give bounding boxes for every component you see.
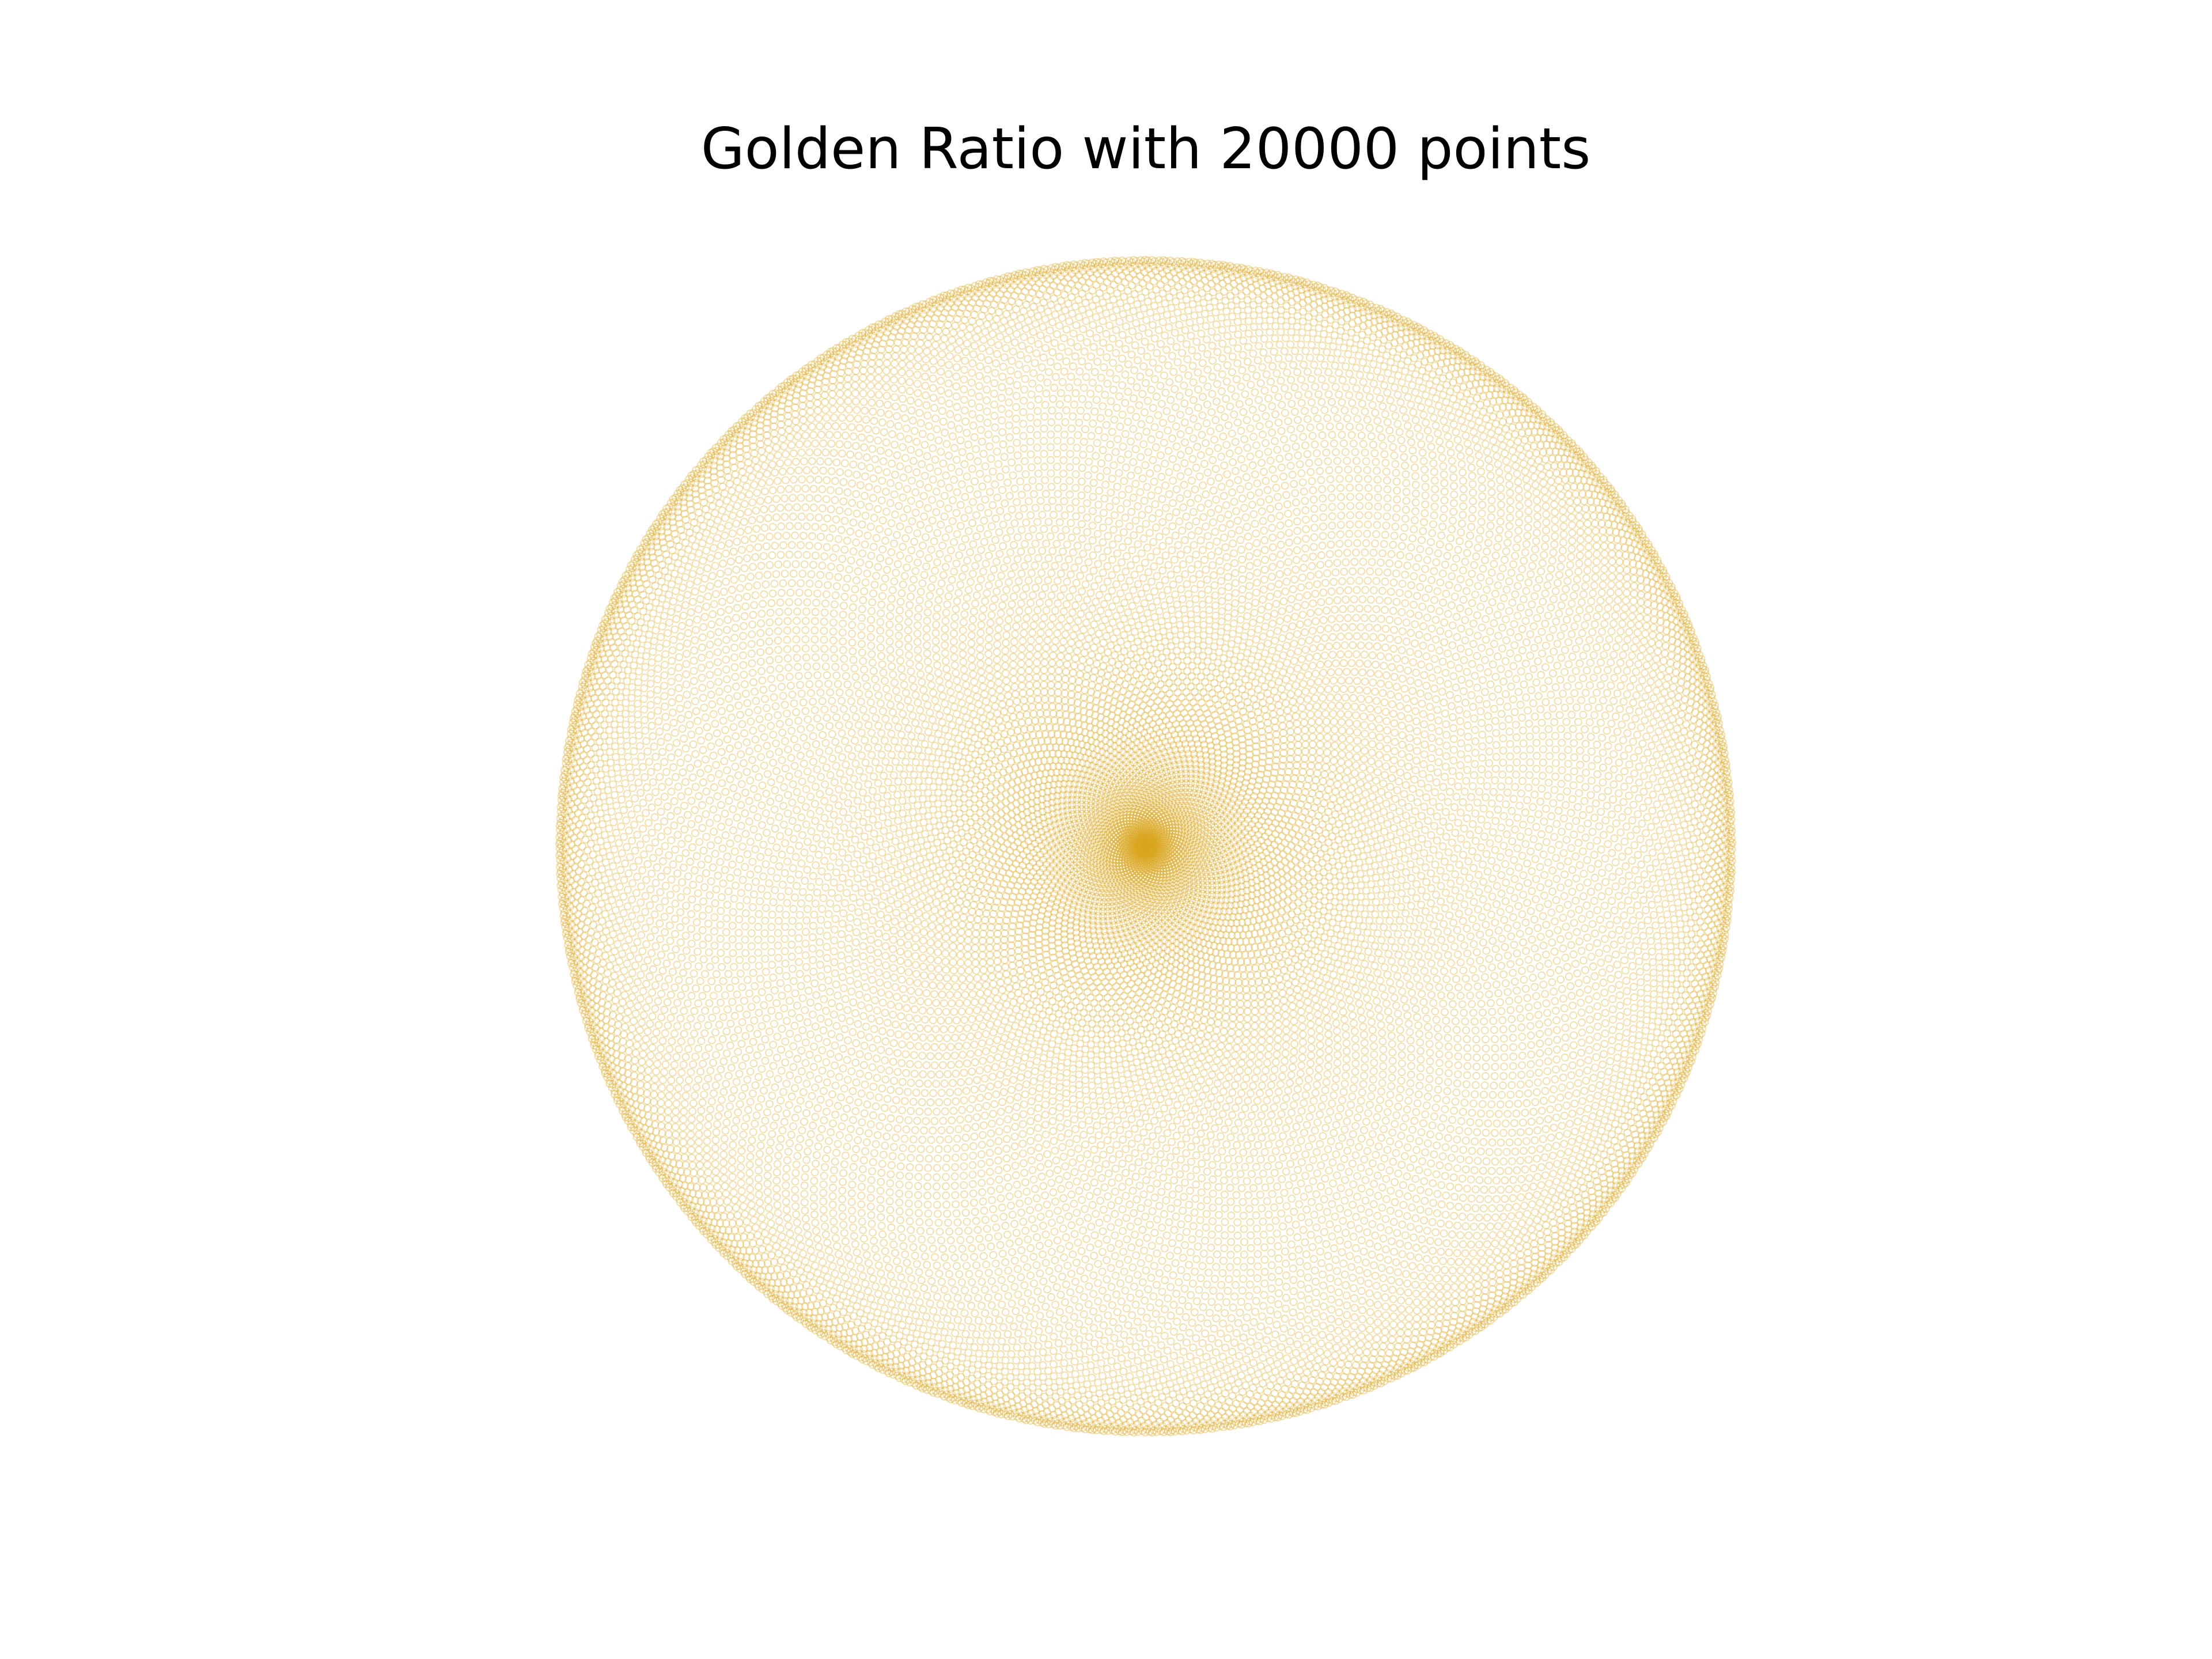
chart-title: Golden Ratio with 20000 points (701, 116, 1591, 182)
